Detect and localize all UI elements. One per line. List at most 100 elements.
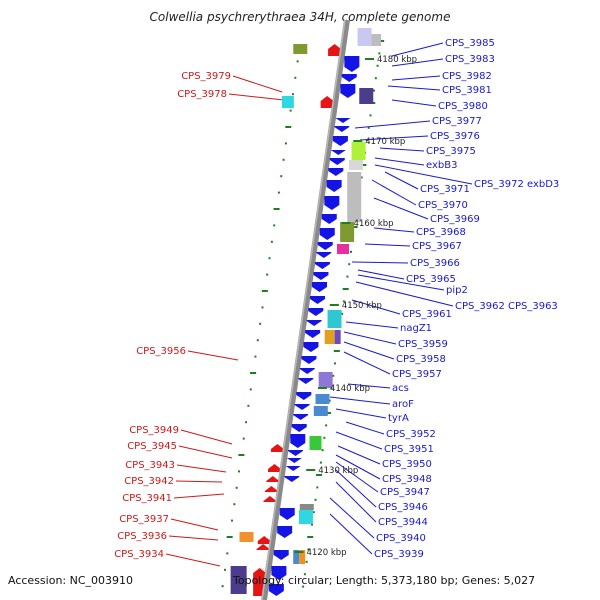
inner-ring-tick <box>351 226 358 228</box>
forward-gene-label[interactable]: CPS_3958 <box>396 354 446 365</box>
reverse-gene-label[interactable]: CPS_3956 <box>136 346 186 357</box>
leader-line <box>355 281 454 307</box>
outer-ring-tick <box>294 76 297 79</box>
reverse-gene-label[interactable]: CPS_3945 <box>127 441 177 452</box>
outer-ring-tick <box>259 322 262 325</box>
forward-gene-arrow <box>317 242 333 250</box>
leader-line <box>178 445 233 459</box>
feature-block <box>230 566 247 594</box>
forward-gene-arrow <box>294 404 310 410</box>
outer-ring-tick <box>296 60 299 63</box>
forward-gene-label[interactable]: CPS_3970 <box>418 200 468 211</box>
forward-gene-label[interactable]: CPS_3961 <box>402 309 452 320</box>
forward-gene-label[interactable]: CPS_3975 <box>426 146 476 157</box>
leader-line <box>345 421 385 435</box>
forward-gene-label[interactable]: CPS_3948 <box>382 474 432 485</box>
forward-gene-label[interactable]: CPS_3967 <box>412 241 462 252</box>
forward-gene-arrow <box>288 450 304 456</box>
accession-text: Accession: NC_003910 <box>8 574 134 587</box>
reverse-gene-label[interactable]: CPS_3978 <box>177 89 227 100</box>
forward-gene-label[interactable]: CPS_3968 <box>416 227 466 238</box>
forward-gene-arrow <box>301 356 317 364</box>
leader-line <box>384 171 419 190</box>
forward-gene-arrow <box>326 180 342 192</box>
leader-line <box>232 75 283 93</box>
feature-block <box>281 96 294 108</box>
forward-gene-label[interactable]: CPS_3965 <box>406 274 456 285</box>
reverse-gene-label[interactable]: CPS_3937 <box>119 514 169 525</box>
inner-ring-tick <box>374 77 377 80</box>
forward-gene-label[interactable]: CPS_3950 <box>382 459 432 470</box>
leader-line <box>335 454 381 480</box>
reverse-gene-label[interactable]: CPS_3936 <box>117 531 167 542</box>
forward-gene-label[interactable]: CPS_3977 <box>432 116 482 127</box>
leader-line <box>329 396 391 405</box>
reverse-gene-arrow <box>256 544 270 550</box>
forward-gene-arrow <box>335 118 351 123</box>
forward-gene-label[interactable]: aroF <box>392 399 414 410</box>
forward-gene-arrow <box>273 550 289 560</box>
outer-ring-tick <box>226 552 229 555</box>
forward-gene-label[interactable]: tyrA <box>388 413 409 424</box>
reverse-gene-label[interactable]: CPS_3934 <box>114 549 164 560</box>
forward-gene-arrow <box>293 414 309 420</box>
reverse-gene-label[interactable]: CPS_3979 <box>181 71 231 82</box>
leader-line <box>374 164 473 185</box>
outer-ring-tick <box>291 93 294 96</box>
forward-gene-label[interactable]: CPS_3969 <box>430 214 480 225</box>
forward-gene-label[interactable]: CPS_3972 exbD3 <box>474 179 559 190</box>
forward-gene-label[interactable]: CPS_3966 <box>410 258 460 269</box>
forward-gene-label[interactable]: CPS_3971 <box>420 184 470 195</box>
forward-gene-label[interactable]: CPS_3959 <box>398 339 448 350</box>
forward-gene-label[interactable]: CPS_3940 <box>376 533 426 544</box>
forward-gene-label[interactable]: acs <box>392 383 409 394</box>
inner-ring-tick <box>369 114 372 117</box>
outer-ring-tick <box>273 224 276 227</box>
outer-ring-tick <box>289 109 292 112</box>
outer-ring-tick <box>247 404 250 407</box>
reverse-gene-label[interactable]: CPS_3941 <box>122 493 172 504</box>
forward-gene-arrow <box>313 272 329 280</box>
forward-gene-label[interactable]: CPS_3946 <box>378 502 428 513</box>
inner-ring-tick <box>324 412 331 414</box>
forward-gene-label[interactable]: CPS_3982 <box>442 71 492 82</box>
inner-ring-tick <box>307 548 310 551</box>
reverse-gene-label[interactable]: CPS_3949 <box>129 425 179 436</box>
outer-ring-tick <box>266 273 269 276</box>
forward-gene-label[interactable]: CPS_3962 CPS_3963 <box>455 301 558 312</box>
inner-ring-tick <box>319 461 322 464</box>
forward-gene-label[interactable]: CPS_3944 <box>378 517 428 528</box>
forward-gene-label[interactable]: CPS_3952 <box>386 429 436 440</box>
inner-ring-tick <box>365 139 368 142</box>
forward-gene-label[interactable]: CPS_3939 <box>374 549 424 560</box>
genome-backbone <box>261 19 350 600</box>
forward-gene-label[interactable]: nagZ1 <box>400 323 432 334</box>
forward-gene-label[interactable]: CPS_3981 <box>442 85 492 96</box>
outer-ring-tick <box>238 470 241 473</box>
forward-gene-label[interactable]: CPS_3985 <box>445 38 495 49</box>
forward-gene-arrow <box>268 584 284 596</box>
leader-line <box>391 99 437 107</box>
genome-title: Colwellia psychrerythraea 34H, complete … <box>149 10 451 24</box>
forward-strand-genes <box>268 56 360 596</box>
forward-gene-label[interactable]: CPS_3947 <box>380 487 430 498</box>
forward-gene-label[interactable]: CPS_3957 <box>392 369 442 380</box>
leader-line <box>391 58 444 67</box>
forward-gene-label[interactable]: CPS_3976 <box>430 131 480 142</box>
forward-gene-label[interactable]: CPS_3983 <box>445 54 495 65</box>
leader-line <box>351 299 401 315</box>
forward-gene-label[interactable]: exbB3 <box>426 160 457 171</box>
leader-line <box>329 497 375 539</box>
reverse-gene-label[interactable]: CPS_3942 <box>124 476 174 487</box>
forward-gene-label[interactable]: pip2 <box>446 285 468 296</box>
leader-line <box>228 93 285 101</box>
forward-gene-label[interactable]: CPS_3980 <box>438 101 488 112</box>
inner-ring-tick <box>346 275 349 278</box>
leader-line <box>335 461 379 493</box>
outer-ring-tick <box>280 175 283 178</box>
inner-ring-tick <box>316 474 323 476</box>
forward-gene-label[interactable]: CPS_3951 <box>384 444 434 455</box>
inner-ring-tick <box>302 585 305 588</box>
reverse-gene-label[interactable]: CPS_3943 <box>125 460 175 471</box>
leader-line <box>173 493 225 499</box>
